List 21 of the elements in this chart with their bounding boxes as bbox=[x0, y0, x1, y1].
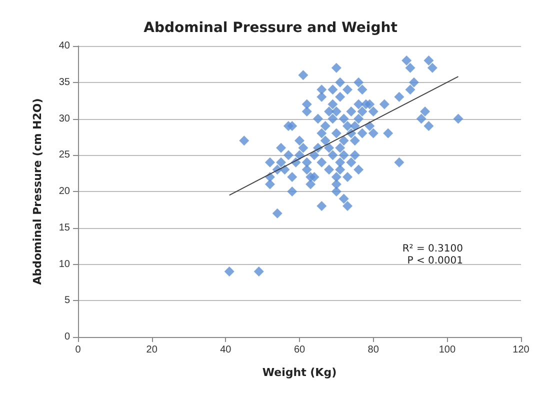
y-tick-label: 20 bbox=[58, 186, 70, 197]
x-tick-label: 40 bbox=[220, 344, 232, 356]
x-tick-label: 100 bbox=[438, 344, 456, 356]
x-tick-label: 80 bbox=[368, 344, 380, 356]
y-tick-label: 15 bbox=[58, 222, 70, 234]
x-tick-label: 120 bbox=[512, 344, 530, 356]
y-axis-title: Abdominal Pressure (cm H2O) bbox=[31, 98, 44, 285]
y-tick-label: 35 bbox=[58, 76, 70, 88]
y-tick-label: 10 bbox=[58, 258, 70, 270]
annotation: R² = 0.3100 bbox=[402, 244, 464, 254]
y-tick-label: 25 bbox=[58, 150, 70, 161]
y-tick-label: 0 bbox=[64, 332, 70, 342]
x-tick-label: 60 bbox=[294, 344, 306, 356]
x-tick-label: 20 bbox=[146, 344, 158, 356]
y-tick-label: 30 bbox=[58, 113, 70, 124]
x-tick-label: 0 bbox=[75, 344, 82, 356]
annotation: P < 0.0001 bbox=[407, 256, 464, 266]
chart-title: Abdominal Pressure and Weight bbox=[144, 20, 398, 36]
y-tick-label: 40 bbox=[58, 40, 70, 52]
y-tick-label: 5 bbox=[64, 295, 70, 306]
x-axis-title: Weight (Kg) bbox=[262, 366, 337, 379]
